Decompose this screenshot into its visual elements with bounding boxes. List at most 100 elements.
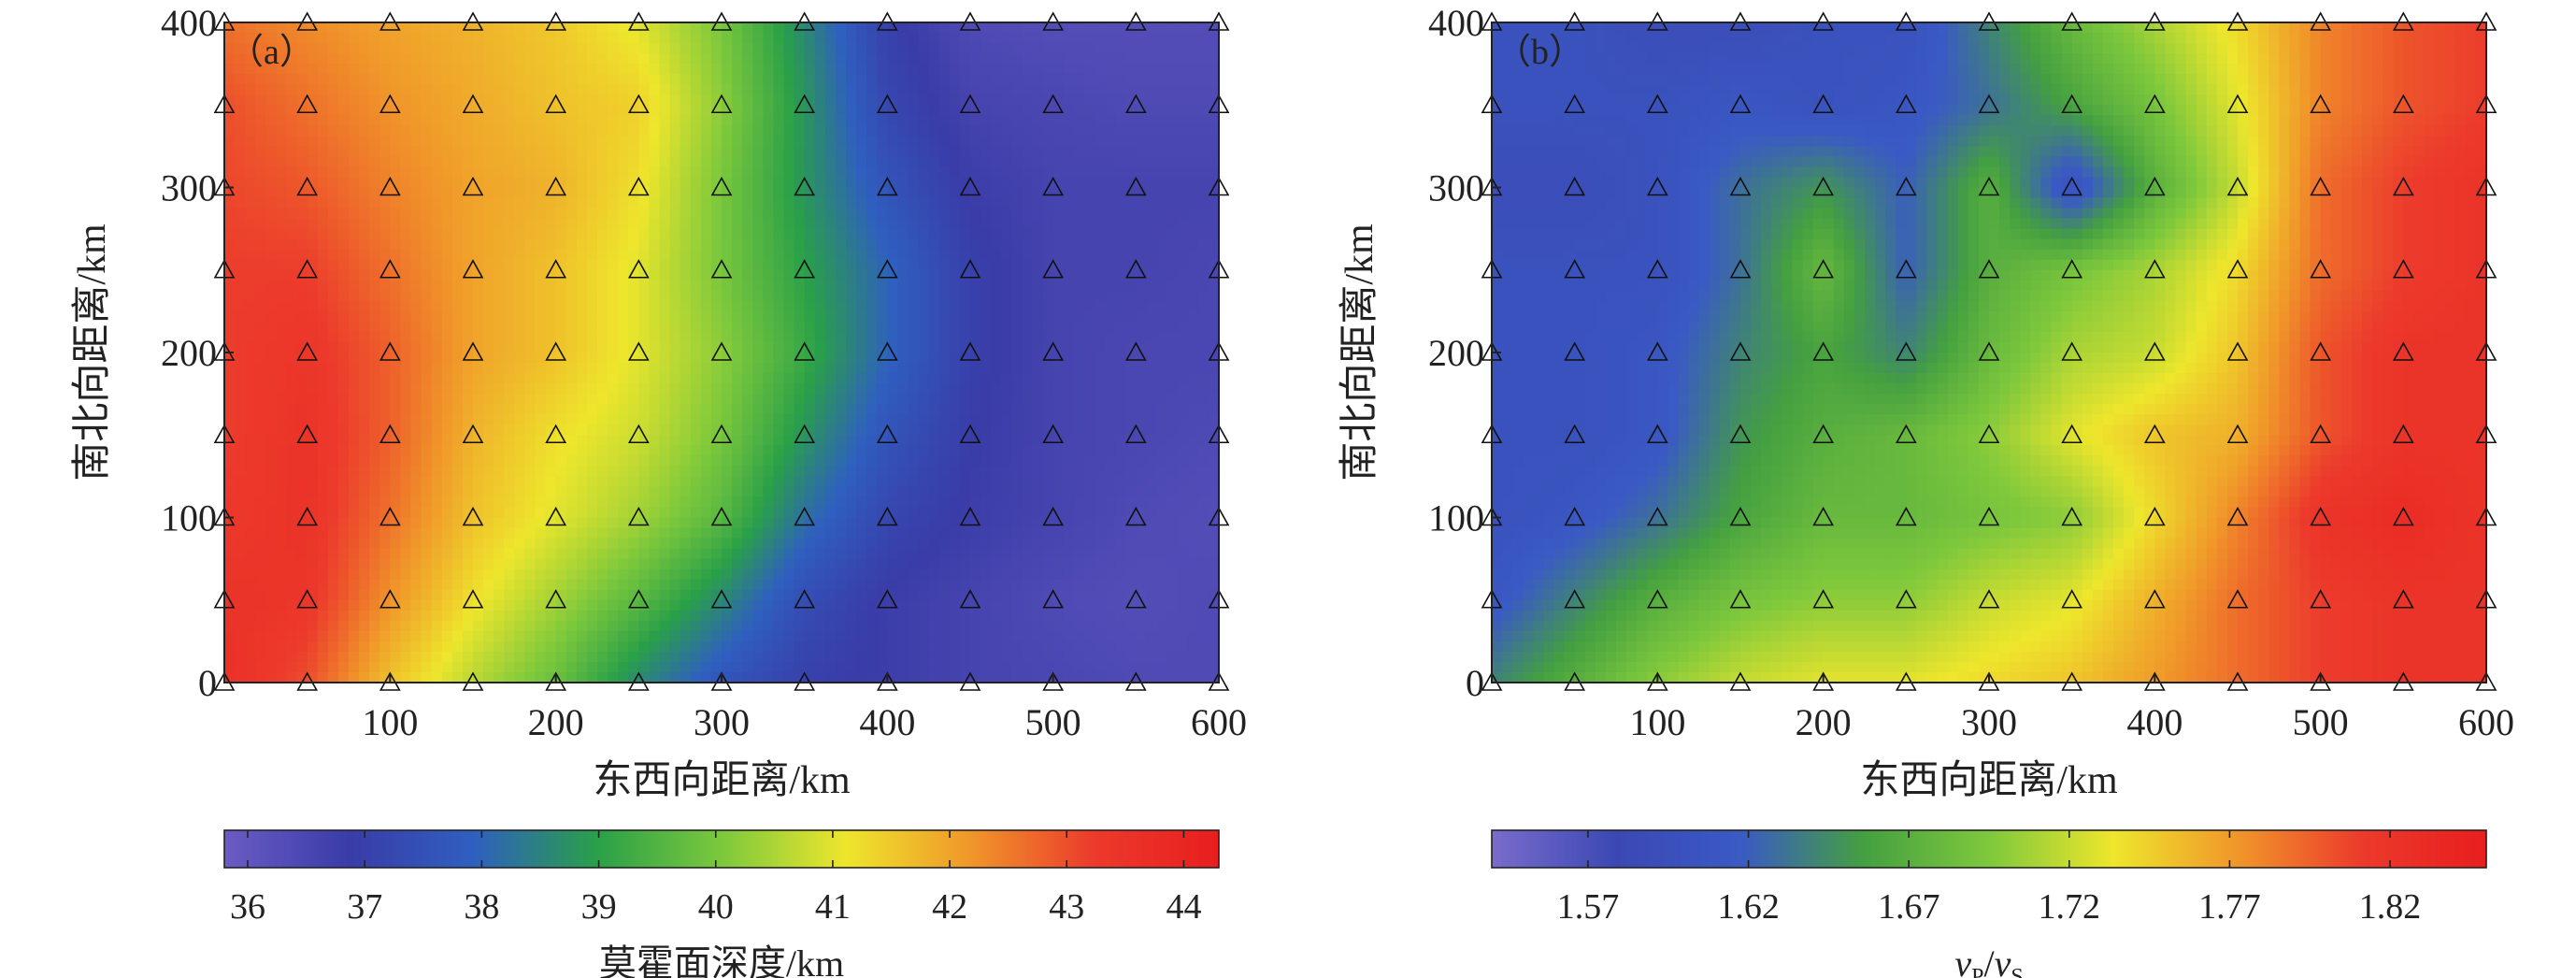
heatmap-cell — [783, 424, 795, 437]
heatmap-cell — [1166, 445, 1179, 457]
heatmap-cell — [1115, 166, 1127, 179]
heatmap-cell — [276, 363, 288, 374]
heatmap-cell — [732, 136, 743, 148]
heatmap-cell — [421, 228, 433, 240]
heatmap-cell — [1146, 321, 1158, 333]
heatmap-cell — [794, 125, 806, 137]
heatmap-cell — [856, 22, 867, 34]
heatmap-cell — [349, 486, 360, 498]
heatmap-cell — [462, 280, 474, 292]
heatmap-cell — [586, 527, 598, 539]
heatmap-cell — [970, 373, 981, 384]
heatmap-cell — [794, 300, 806, 312]
heatmap-cell — [307, 249, 319, 261]
heatmap-cell — [928, 249, 940, 261]
heatmap-cell — [980, 136, 992, 148]
heatmap-cell — [224, 331, 236, 343]
heatmap-cell — [337, 363, 350, 374]
heatmap-cell — [296, 435, 308, 447]
heatmap-cell — [379, 43, 392, 54]
heatmap-cell — [1022, 507, 1034, 519]
heatmap-cell — [949, 394, 961, 405]
heatmap-cell — [628, 445, 640, 457]
heatmap-cell — [451, 527, 464, 539]
heatmap-cell — [1125, 269, 1138, 281]
heatmap-cell — [1105, 538, 1116, 550]
heatmap-cell — [1073, 394, 1085, 405]
heatmap-cell — [483, 269, 494, 281]
heatmap-cell — [307, 383, 319, 395]
heatmap-cell — [307, 445, 319, 457]
heatmap-cell — [680, 249, 692, 261]
heatmap-cell — [390, 249, 402, 261]
heatmap-cell — [700, 43, 712, 54]
heatmap-cell — [773, 383, 785, 395]
heatmap-cell — [431, 341, 443, 353]
heatmap-cell — [431, 476, 443, 488]
heatmap-cell — [700, 341, 712, 353]
heatmap-cell — [1208, 496, 1220, 509]
heatmap-cell — [524, 527, 537, 539]
heatmap-cell — [431, 136, 443, 148]
heatmap-cell — [794, 548, 806, 560]
heatmap-cell — [1011, 527, 1023, 539]
heatmap-cell — [359, 269, 370, 281]
heatmap-cell — [1146, 404, 1158, 415]
heatmap-cell — [1095, 33, 1106, 44]
heatmap-cell — [938, 341, 951, 353]
heatmap-cell — [763, 84, 775, 96]
heatmap-cell — [483, 466, 494, 478]
heatmap-cell — [752, 383, 765, 395]
heatmap-cell — [949, 310, 961, 323]
heatmap-cell — [462, 22, 474, 34]
heatmap-cell — [317, 341, 329, 353]
heatmap-cell — [1125, 517, 1138, 529]
heatmap-cell — [597, 363, 608, 374]
heatmap-cell — [618, 496, 630, 509]
heatmap-cell — [669, 341, 681, 353]
heatmap-cell — [887, 280, 899, 292]
heatmap-cell — [1177, 341, 1189, 353]
heatmap-cell — [1125, 404, 1138, 415]
heatmap-cell — [265, 280, 278, 292]
heatmap-cell — [628, 538, 640, 550]
heatmap-cell — [1042, 435, 1054, 447]
heatmap-cell — [327, 269, 339, 281]
heatmap-cell — [908, 455, 920, 467]
heatmap-cell — [245, 238, 257, 251]
heatmap-cell — [794, 156, 806, 168]
heatmap-cell — [1125, 424, 1138, 437]
heatmap-cell — [1156, 363, 1168, 374]
heatmap-cell — [928, 404, 940, 415]
heatmap-cell — [1032, 414, 1044, 426]
heatmap-cell — [483, 115, 494, 127]
heatmap-cell — [1105, 466, 1116, 478]
heatmap-cell — [949, 259, 961, 271]
heatmap-cell — [1156, 455, 1168, 467]
heatmap-cell — [1001, 548, 1013, 560]
heatmap-cell — [814, 156, 826, 168]
heatmap-cell — [618, 486, 630, 498]
heatmap-cell — [783, 486, 795, 498]
heatmap-cell — [877, 424, 889, 437]
heatmap-cell — [1032, 341, 1044, 353]
heatmap-cell — [846, 208, 857, 220]
heatmap-cell — [441, 115, 453, 127]
heatmap-cell — [1001, 105, 1013, 117]
heatmap-cell — [1083, 517, 1095, 529]
heatmap-cell — [1115, 53, 1127, 65]
heatmap-cell — [814, 507, 826, 519]
heatmap-cell — [814, 341, 826, 353]
heatmap-cell — [804, 238, 816, 251]
heatmap-cell — [700, 507, 712, 519]
heatmap-cell — [524, 321, 537, 333]
heatmap-cell — [483, 373, 494, 384]
heatmap-cell — [991, 394, 1003, 405]
heatmap-cell — [814, 414, 826, 426]
heatmap-cell — [1083, 424, 1095, 437]
heatmap-cell — [877, 166, 889, 179]
heatmap-cell — [586, 476, 598, 488]
heatmap-cell — [317, 466, 329, 478]
heatmap-cell — [1187, 146, 1199, 158]
heatmap-cell — [1032, 238, 1044, 251]
